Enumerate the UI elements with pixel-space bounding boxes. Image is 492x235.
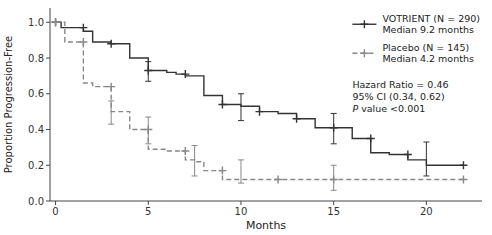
censor-marker — [459, 161, 467, 169]
chart: 0 5 10 15 20 0.0 0.2 0.4 0.6 0.8 1.0 Months Proporti… — [0, 0, 492, 235]
censor-marker — [367, 134, 375, 142]
censor-marker — [459, 176, 467, 184]
error-bar — [423, 142, 429, 176]
legend: VOTRIENT (N = 290)Median 9.2 months Place… — [352, 13, 480, 65]
x-axis-label: Months — [246, 219, 286, 232]
censor-marker — [181, 70, 189, 78]
legend-label-line: Median 9.2 months — [382, 24, 474, 35]
y-tick-label: 0.4 — [28, 124, 44, 135]
y-tick — [46, 22, 50, 23]
censor-marker — [107, 83, 115, 91]
y-tick-label: 1.0 — [28, 17, 44, 28]
error-bar — [331, 165, 337, 190]
x-tick-label: 15 — [327, 206, 340, 217]
annotations: Hazard Ratio = 0.4695% CI (0.34, 0.62)P … — [352, 79, 448, 114]
y-tick-label: 0.0 — [28, 196, 44, 207]
x-tick — [148, 201, 149, 205]
censor-marker — [144, 67, 152, 75]
censor-marker — [79, 38, 87, 46]
x-tick — [426, 201, 427, 205]
censor-marker — [52, 18, 60, 26]
y-axis-label: Proportion Progression-Free — [3, 36, 14, 174]
censor-marker — [293, 115, 301, 123]
y-tick — [46, 201, 50, 202]
x-tick — [240, 201, 241, 205]
legend-marker — [360, 49, 368, 57]
censor-marker — [330, 124, 338, 132]
error-bar — [192, 146, 198, 176]
legend-label-line: Median 4.2 months — [382, 53, 474, 64]
legend-label-line: VOTRIENT (N = 290) — [382, 13, 480, 24]
x-tick — [55, 201, 56, 205]
x-tick-label: 5 — [145, 206, 151, 217]
annotation: 95% CI (0.34, 0.62) — [352, 91, 444, 102]
legend-label: VOTRIENT (N = 290)Median 9.2 months — [382, 13, 480, 36]
x-tick-label: 10 — [235, 206, 248, 217]
censor-marker — [107, 40, 115, 48]
censor-marker — [79, 24, 87, 32]
censor-marker — [218, 167, 226, 175]
x-tick-label: 20 — [420, 206, 433, 217]
annotation: Hazard Ratio = 0.46 — [352, 79, 448, 90]
legend-label-line: Placebo (N = 145) — [382, 42, 469, 53]
y-tick — [46, 165, 50, 166]
censor-marker — [274, 176, 282, 184]
y-tick-label: 0.2 — [28, 160, 44, 171]
censor-marker — [181, 147, 189, 155]
censor-marker — [52, 18, 60, 26]
censor-marker — [256, 108, 264, 116]
error-bar — [238, 160, 244, 183]
y-tick-label: 0.8 — [28, 53, 44, 64]
error-bar — [145, 117, 151, 144]
annotation: P value <0.001 — [352, 103, 425, 114]
censor-marker — [144, 126, 152, 134]
y-tick — [46, 129, 50, 130]
x-tick-label: 0 — [52, 206, 58, 217]
legend-label: Placebo (N = 145)Median 4.2 months — [382, 42, 474, 65]
error-bar — [331, 113, 337, 143]
y-tick — [46, 93, 50, 94]
y-tick — [46, 58, 50, 59]
error-bar — [238, 94, 244, 121]
x-axis-line — [50, 201, 482, 202]
x-tick — [333, 201, 334, 205]
censor-marker — [404, 151, 412, 159]
y-tick-label: 0.6 — [28, 88, 44, 99]
annotation-rest: value <0.001 — [358, 103, 425, 114]
error-bar — [108, 101, 114, 124]
censor-marker — [218, 101, 226, 109]
legend-marker — [360, 20, 368, 28]
error-bar — [145, 62, 151, 82]
y-axis-line — [50, 8, 51, 201]
censor-marker — [330, 176, 338, 184]
